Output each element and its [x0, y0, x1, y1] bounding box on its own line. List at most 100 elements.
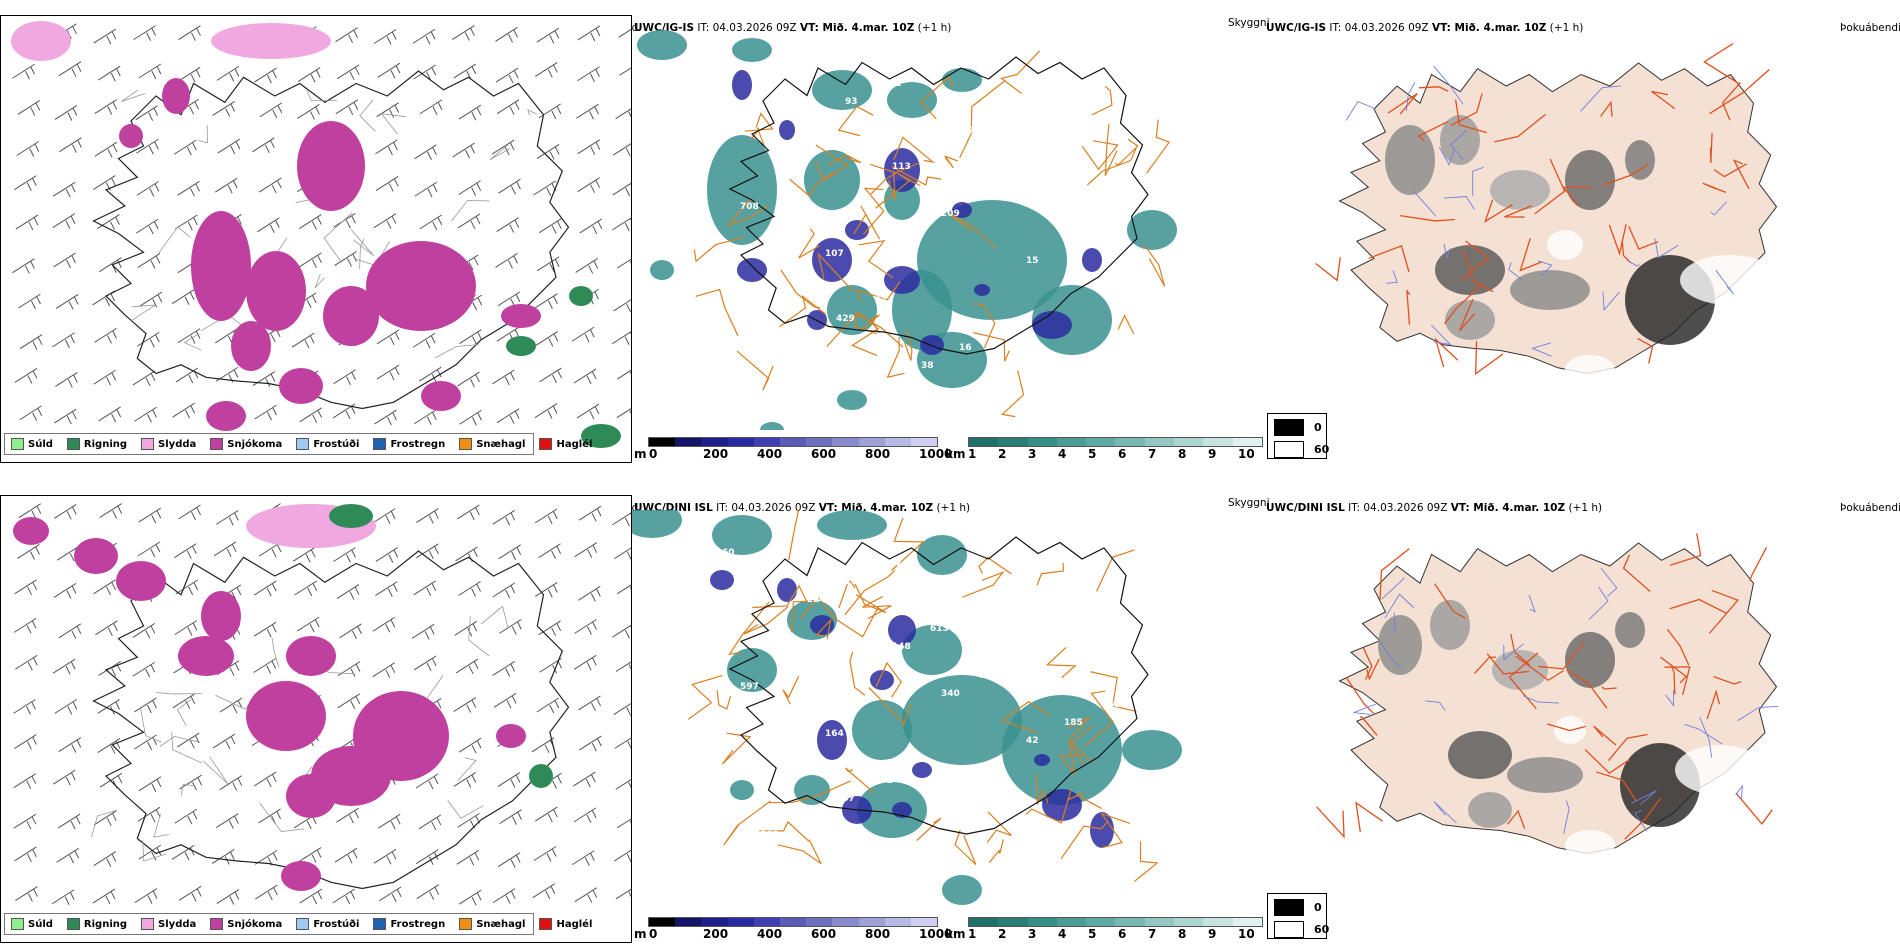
snow-depth-label: 42	[1026, 736, 1039, 746]
legend-swatch	[296, 438, 310, 450]
visibility-area	[837, 390, 867, 410]
visibility-area	[727, 648, 777, 692]
fog-index-title: Þokuábendi	[1840, 22, 1900, 34]
snow-depth-area	[710, 570, 734, 590]
snow-depth-area	[884, 266, 920, 294]
visibility-area	[707, 135, 777, 245]
precip-area	[529, 764, 553, 788]
snow-depth-colorbar	[648, 917, 938, 927]
snow-depth-area	[912, 762, 932, 778]
colorbar-cell	[832, 438, 859, 446]
colorbar-cell	[1056, 918, 1087, 926]
colorbar-tick: 1000	[919, 447, 953, 461]
visibility-unit: km	[945, 927, 966, 941]
it-value: 04.03.2026 09Z	[1344, 22, 1429, 34]
legend-item: Snæhagl	[459, 918, 525, 930]
snow-depth-label: 15	[1026, 256, 1039, 266]
snow-depth-label: 182	[1111, 783, 1130, 793]
visibility-area	[730, 780, 754, 800]
fog-index-legend: 0 60	[1267, 893, 1330, 939]
colorbar-cell	[753, 438, 780, 446]
precip-area	[279, 368, 323, 404]
rivers	[1345, 65, 1734, 357]
snow-depth-label: 181	[1102, 220, 1121, 230]
precip-type-legend: Súld Rigning Slydda Snjókoma Frostúði Frostre…	[4, 433, 592, 455]
precip-area	[211, 23, 331, 59]
precip-area	[286, 774, 336, 818]
precip-area	[286, 636, 336, 676]
snow-depth-label: 167	[979, 191, 998, 201]
fog-area	[1680, 255, 1780, 305]
legend-label: Rigning	[83, 918, 128, 930]
rivers	[1353, 567, 1778, 834]
snow-depth-area	[812, 238, 852, 282]
snow-depth-area	[779, 120, 795, 140]
precip-area	[231, 321, 271, 371]
precip-area	[11, 21, 71, 61]
snow-depth-label: 16	[959, 343, 972, 353]
fog-area	[1565, 355, 1615, 385]
fog-legend-swatch	[1274, 899, 1304, 916]
fog-legend-label: 60	[1314, 923, 1330, 936]
it-label: IT:	[697, 22, 710, 34]
visibility-title: Skyggni	[1228, 17, 1270, 29]
fog-area	[1615, 612, 1645, 648]
precip-area	[191, 211, 251, 321]
visibility-map: 60 224 148 340 42 182 568 18 613 199 185 100 103 107 2…	[632, 510, 1272, 910]
legend-label: Slydda	[158, 438, 197, 450]
snow-depth-label: 60	[1044, 90, 1057, 100]
colorbar-cell	[701, 438, 728, 446]
colorbar-tick: 1	[968, 447, 977, 461]
precip-area	[13, 517, 49, 545]
colorbar-cell	[649, 918, 676, 926]
colorbar-tick: 9	[1208, 447, 1217, 461]
fog-area	[1565, 150, 1615, 210]
roads	[1316, 533, 1773, 840]
legend-label: Frostúði	[313, 438, 360, 450]
precip-area	[162, 78, 190, 114]
valid-time: VT: Mið. 4.mar. 10Z	[799, 22, 915, 34]
snow-depth-area	[974, 284, 990, 296]
colorbar-cell	[1203, 438, 1233, 446]
snow-depth-label: 185	[1064, 718, 1083, 728]
colorbar-tick: 1000	[919, 927, 953, 941]
snow-depth-label: 38	[921, 361, 934, 371]
snow-depth-unit: m	[634, 447, 647, 461]
fog-area	[1468, 792, 1512, 828]
precip-area	[506, 336, 536, 356]
roads	[693, 50, 1171, 418]
snow-depth-label: 18	[845, 577, 858, 587]
snow-depth-label: 113	[892, 162, 911, 172]
colorbar-cell	[806, 918, 833, 926]
lead-time: (+1 h)	[936, 502, 971, 514]
colorbar-cell	[779, 918, 807, 926]
colorbar-cell	[675, 918, 702, 926]
snow-depth-area	[732, 70, 752, 100]
precip-area	[569, 286, 593, 306]
snow-depth-label: 374	[1055, 635, 1074, 645]
precip-area	[421, 381, 461, 411]
panel-header: UWC/IG-IS IT: 04.03.2026 09Z VT: Mið. 4.…	[1266, 22, 1583, 34]
visibility-area	[852, 700, 912, 760]
colorbar-tick: 7	[1148, 447, 1157, 461]
snow-depth-label: 15	[722, 68, 735, 78]
snow-depth-label: 60	[722, 548, 735, 558]
snow-depth-label: 209	[941, 209, 960, 219]
colorbar-cell	[969, 918, 999, 926]
legend-label: Snæhagl	[476, 918, 526, 930]
colorbar-tick: 400	[757, 447, 783, 461]
legend-label: Frostúði	[313, 918, 360, 930]
legend-item: Rigning	[66, 438, 127, 450]
snow-depth-label: 597	[740, 682, 759, 692]
fog-index-map	[1290, 40, 1890, 440]
legend-swatch	[539, 918, 553, 930]
legend-swatch	[539, 438, 553, 450]
precip-type-legend: Súld Rigning Slydda Snjókoma Frostúði Frostre…	[4, 913, 592, 935]
snow-depth-label: 429	[836, 314, 855, 324]
snow-depth-label: 162	[883, 79, 902, 89]
snow-depth-label: 101	[1017, 173, 1036, 183]
snow-depth-area	[888, 615, 916, 645]
legend-item: Súld	[11, 438, 53, 450]
legend-label: Haglél	[556, 438, 593, 450]
panel-header: UWC/IG-IS IT: 04.03.2026 09Z VT: Mið. 4.…	[634, 22, 951, 34]
